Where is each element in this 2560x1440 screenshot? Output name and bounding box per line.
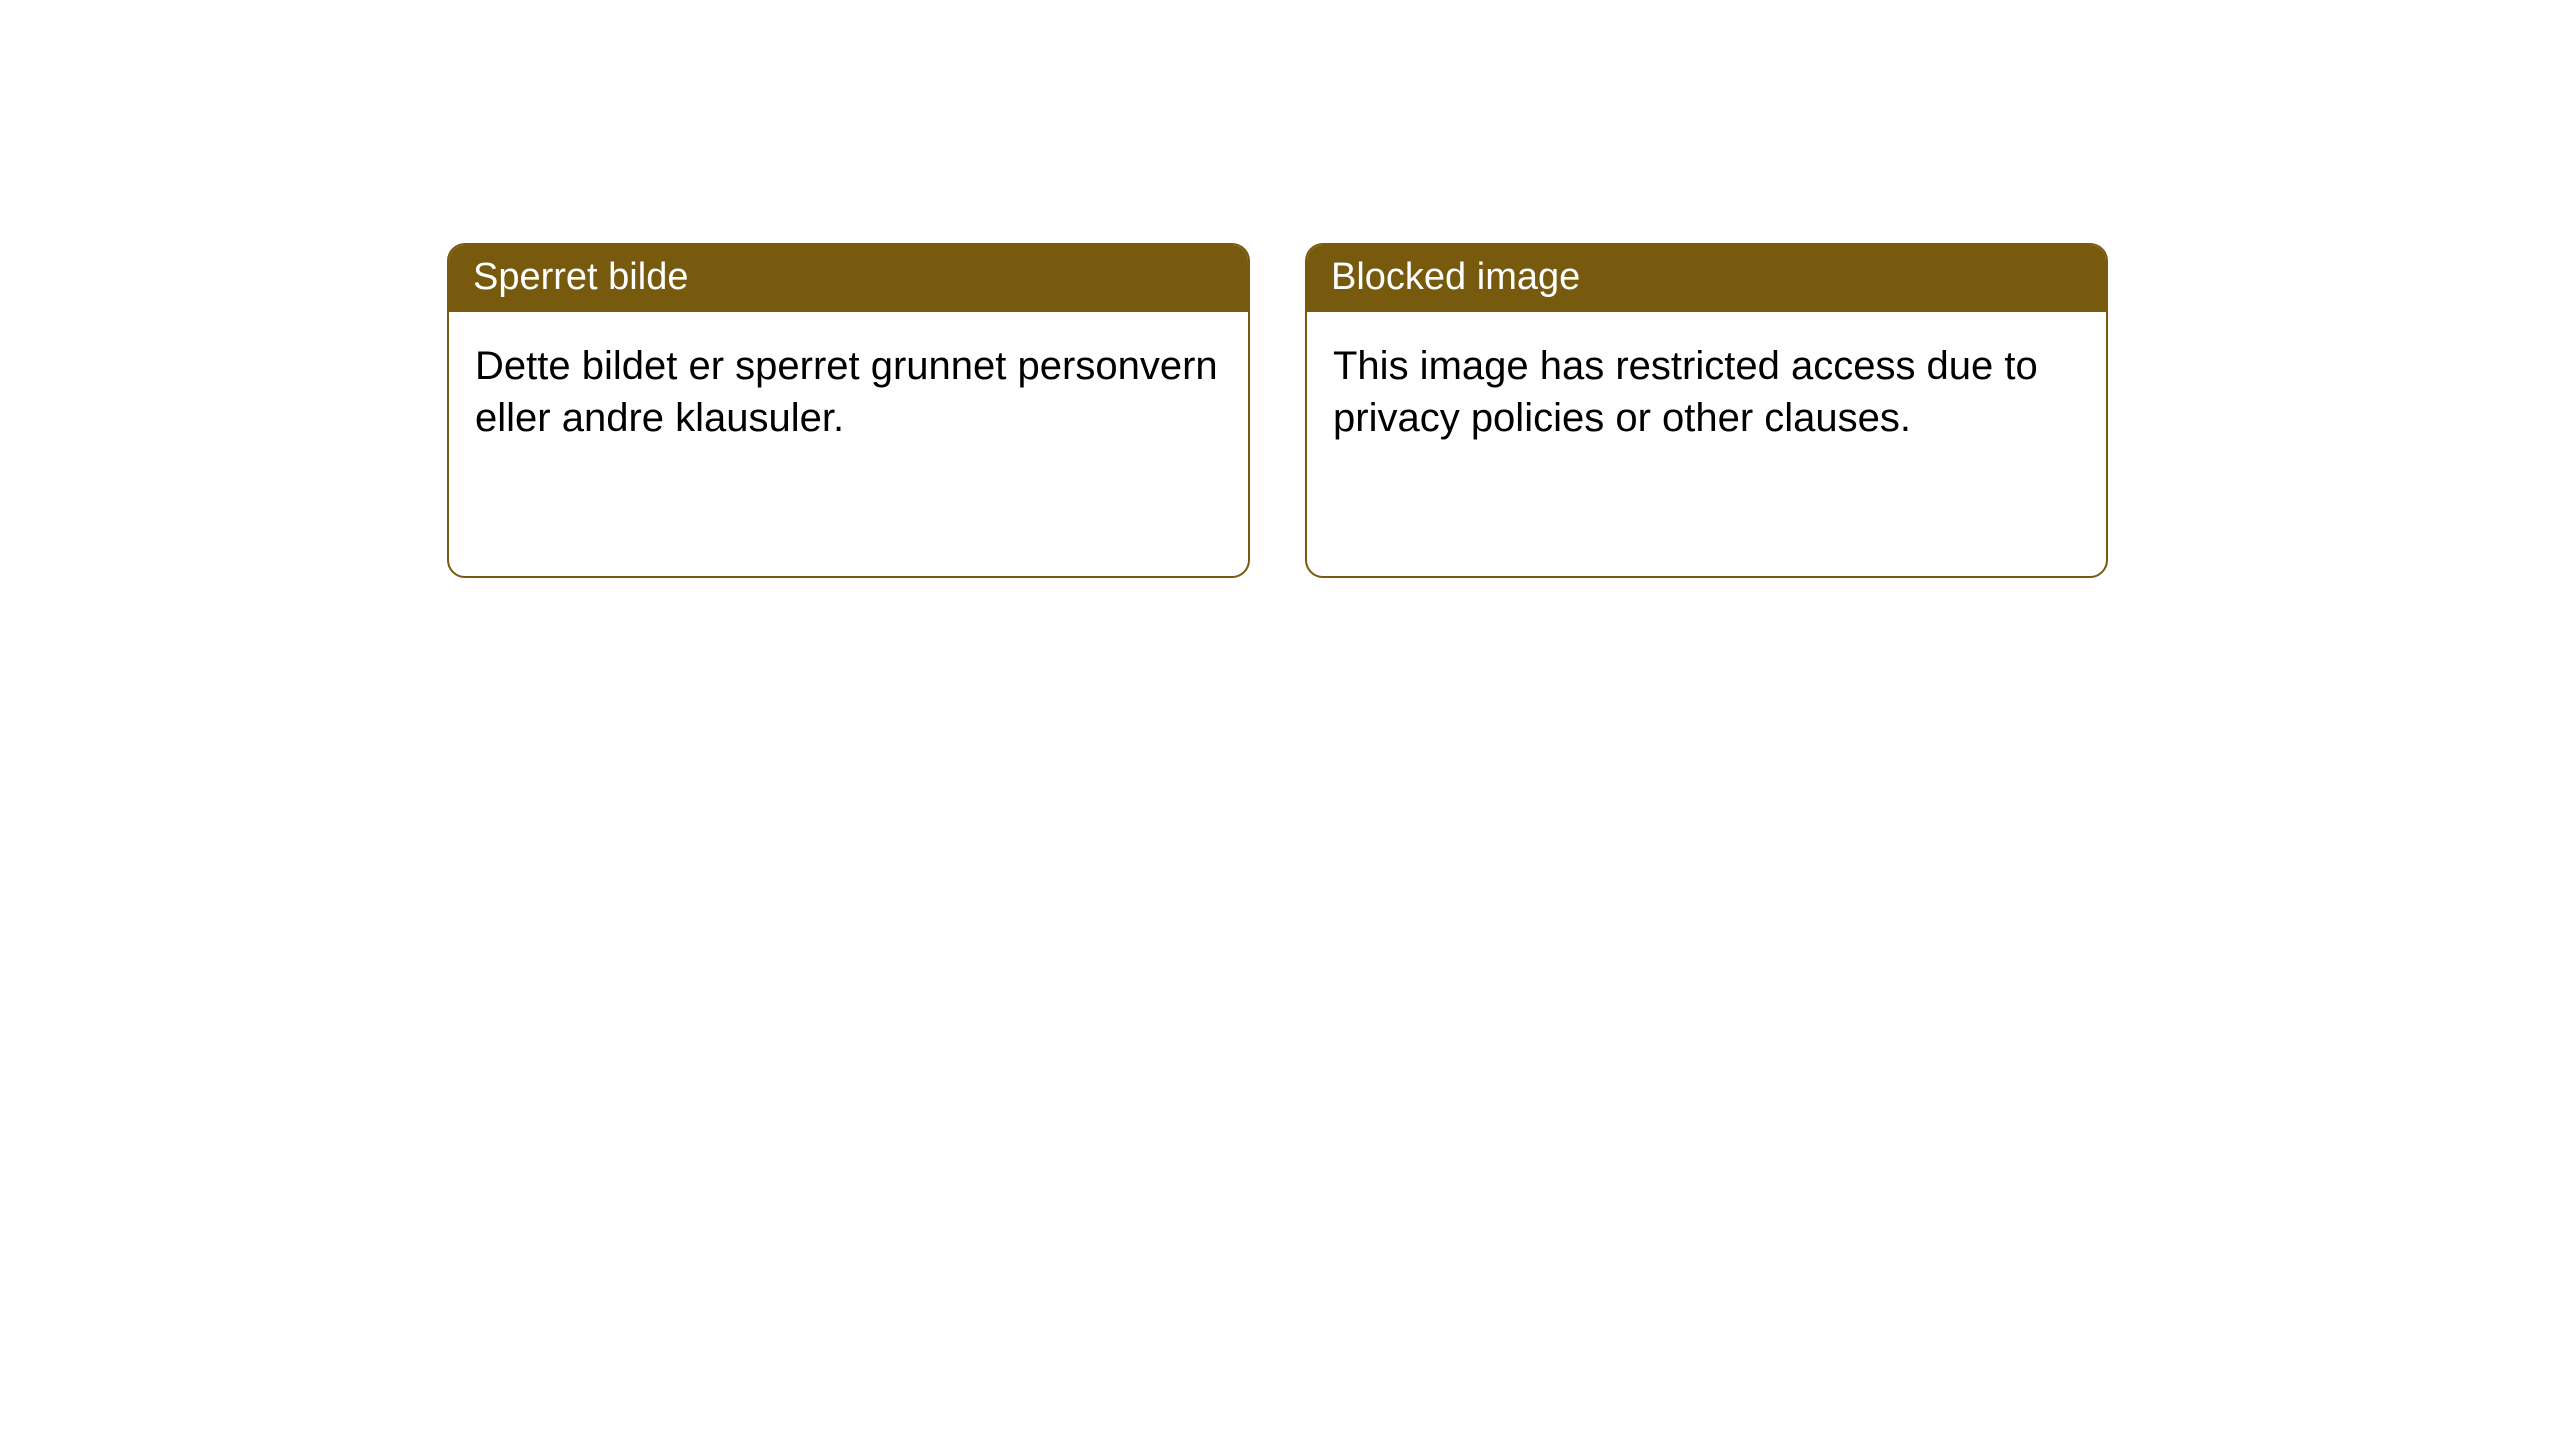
notice-container: Sperret bilde Dette bildet er sperret gr… xyxy=(447,243,2108,578)
notice-header-norwegian: Sperret bilde xyxy=(449,245,1248,312)
notice-body-norwegian: Dette bildet er sperret grunnet personve… xyxy=(449,312,1248,472)
notice-box-english: Blocked image This image has restricted … xyxy=(1305,243,2108,578)
notice-header-english: Blocked image xyxy=(1307,245,2106,312)
notice-box-norwegian: Sperret bilde Dette bildet er sperret gr… xyxy=(447,243,1250,578)
notice-body-english: This image has restricted access due to … xyxy=(1307,312,2106,472)
